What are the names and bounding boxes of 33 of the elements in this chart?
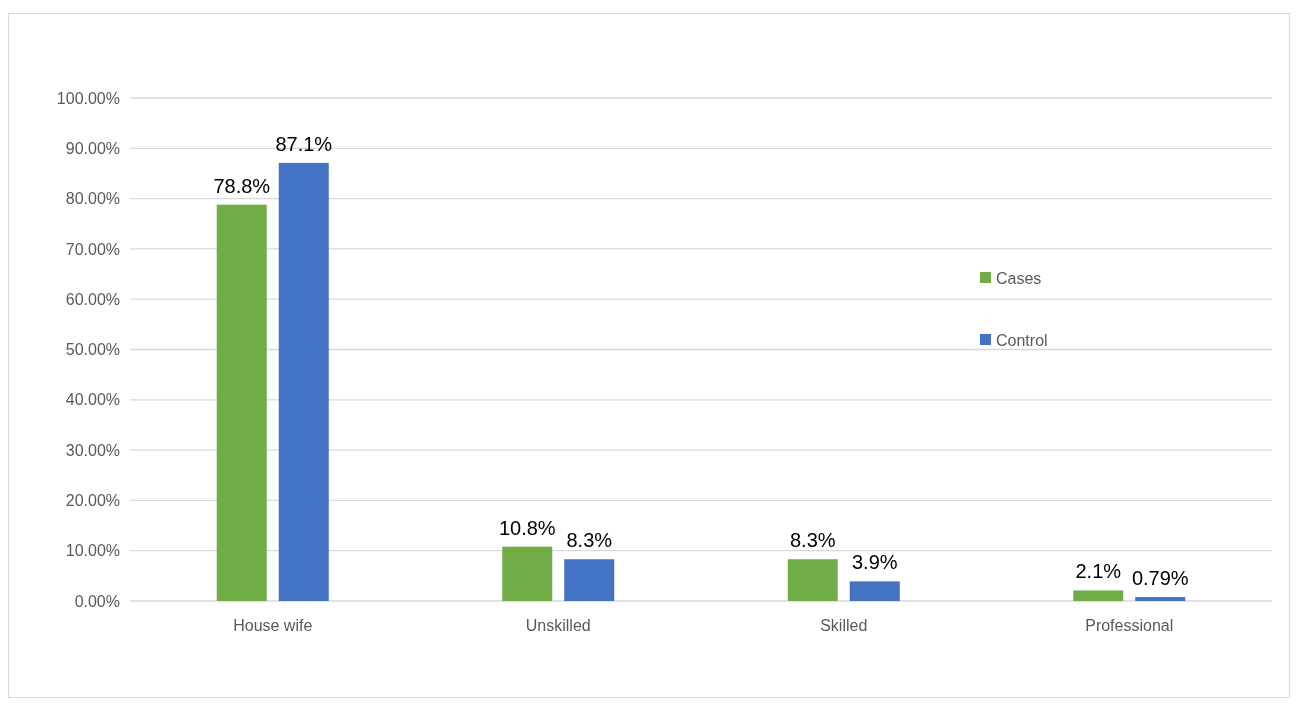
x-tick-label: Unskilled — [525, 617, 591, 634]
bar — [216, 204, 267, 601]
x-tick-label: House wife — [233, 617, 313, 634]
y-tick-label: 60.00% — [65, 290, 120, 308]
bar — [787, 559, 838, 601]
y-tick-label: 90.00% — [65, 139, 120, 157]
y-tick-label: 80.00% — [65, 190, 120, 208]
legend-label: Control — [996, 331, 1048, 349]
data-label: 2.1% — [1075, 560, 1122, 583]
bar — [849, 581, 900, 601]
data-label: 78.8% — [213, 174, 271, 197]
y-tick-label: 20.00% — [65, 492, 120, 509]
data-label: 10.8% — [498, 516, 556, 539]
x-tick-label: Professional — [1085, 617, 1174, 634]
bar — [564, 559, 615, 601]
y-tick-label: 100.00% — [56, 89, 120, 107]
data-label: 3.9% — [851, 551, 898, 574]
data-label: 87.1% — [275, 132, 333, 155]
bar — [502, 546, 553, 601]
bar — [1073, 590, 1124, 601]
y-tick-label: 70.00% — [65, 240, 120, 258]
y-tick-label: 40.00% — [65, 391, 120, 409]
bar — [1135, 597, 1186, 601]
y-tick-label: 10.00% — [65, 542, 120, 560]
y-tick-label: 30.00% — [65, 441, 120, 459]
x-tick-label: Skilled — [820, 617, 868, 634]
y-tick-label: 0.00% — [74, 592, 120, 610]
bar — [278, 162, 329, 601]
data-label: 8.3% — [566, 529, 613, 552]
y-tick-label: 50.00% — [65, 341, 120, 359]
legend-label: Cases — [996, 269, 1042, 287]
data-label: 0.79% — [1131, 567, 1189, 590]
data-label: 8.3% — [789, 529, 836, 552]
